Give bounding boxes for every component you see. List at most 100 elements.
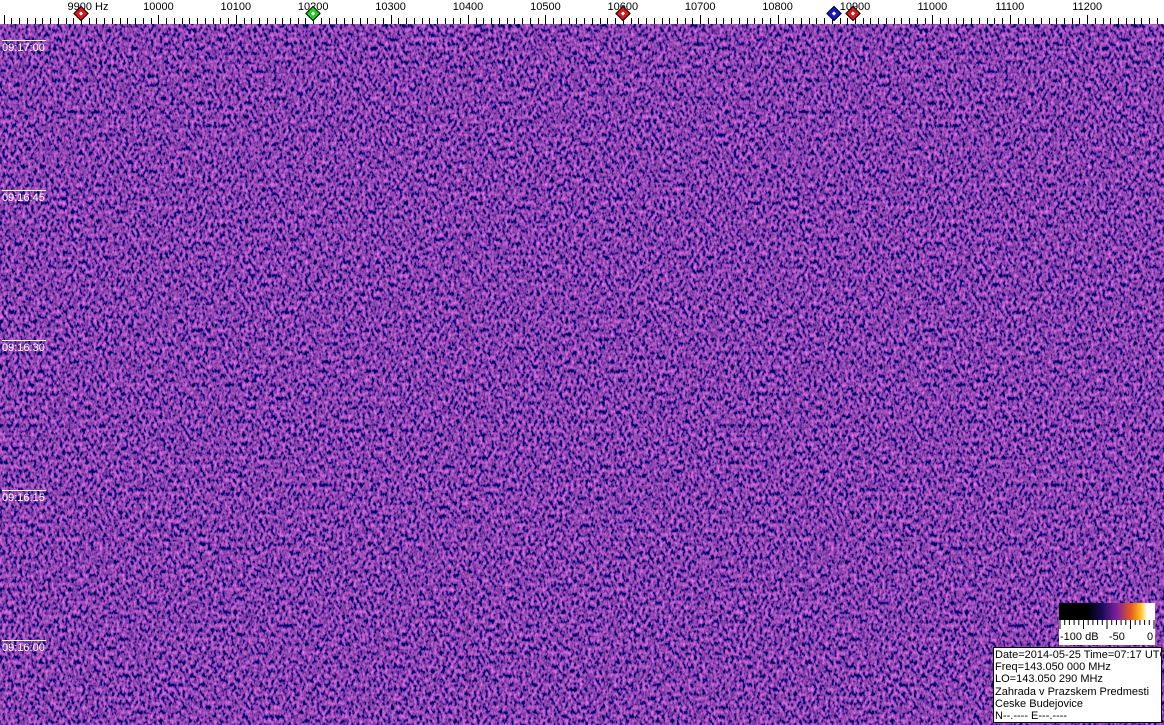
- frequency-tick: [940, 18, 941, 24]
- frequency-tick: [646, 18, 647, 24]
- frequency-tick: [298, 18, 299, 24]
- frequency-label: 11200: [1072, 1, 1103, 13]
- frequency-tick: [391, 15, 392, 24]
- frequency-tick: [127, 18, 128, 24]
- info-city: Ceske Budejovice: [995, 697, 1084, 710]
- frequency-tick: [723, 18, 724, 24]
- frequency-tick: [607, 18, 608, 24]
- frequency-tick: [901, 18, 902, 24]
- frequency-tick: [259, 18, 260, 24]
- frequency-tick: [809, 18, 810, 24]
- frequency-tick: [406, 18, 407, 24]
- frequency-tick: [236, 15, 237, 24]
- frequency-tick: [870, 18, 871, 24]
- frequency-tick: [507, 18, 508, 24]
- colorbar-label-max: 0: [1147, 631, 1154, 643]
- frequency-tick: [514, 18, 515, 24]
- frequency-tick: [360, 18, 361, 24]
- frequency-tick: [1010, 15, 1011, 24]
- color-scale-legend: -100 dB -50 0: [1059, 603, 1155, 645]
- frequency-tick: [894, 18, 895, 24]
- frequency-tick: [1018, 18, 1019, 24]
- frequency-tick: [847, 18, 848, 24]
- frequency-tick: [700, 15, 701, 24]
- frequency-tick: [112, 18, 113, 24]
- frequency-tick: [1049, 18, 1050, 24]
- colorbar-label-mid: -50: [1109, 631, 1125, 643]
- frequency-tick: [1118, 18, 1119, 24]
- frequency-tick: [576, 18, 577, 24]
- info-lo: LO=143.050 290 MHz: [995, 673, 1103, 686]
- frequency-tick: [615, 18, 616, 24]
- frequency-scale[interactable]: 9900 Hz100001010010200103001040010500106…: [0, 0, 1164, 24]
- frequency-tick: [213, 18, 214, 24]
- frequency-tick: [19, 18, 20, 24]
- frequency-tick: [917, 18, 918, 24]
- frequency-tick: [383, 18, 384, 24]
- frequency-tick: [816, 18, 817, 24]
- frequency-label: 10500: [530, 1, 561, 13]
- frequency-tick: [1072, 18, 1073, 24]
- frequency-tick: [1126, 18, 1127, 24]
- time-label: 09:16:45: [2, 190, 46, 204]
- frequency-tick: [483, 18, 484, 24]
- frequency-tick: [840, 18, 841, 24]
- frequency-tick: [42, 18, 43, 24]
- frequency-tick: [453, 18, 454, 24]
- frequency-tick: [1002, 18, 1003, 24]
- frequency-tick: [1033, 18, 1034, 24]
- frequency-tick: [631, 18, 632, 24]
- frequency-tick: [414, 18, 415, 24]
- frequency-tick: [476, 18, 477, 24]
- frequency-tick: [50, 18, 51, 24]
- info-box: Date=2014-05-25 Time=07:17 UTC Freq=143.…: [993, 647, 1164, 723]
- info-coordinates: N--.---- E---.----: [995, 710, 1068, 723]
- frequency-tick: [499, 18, 500, 24]
- frequency-tick: [824, 18, 825, 24]
- frequency-tick: [321, 18, 322, 24]
- frequency-tick: [855, 15, 856, 24]
- info-date-time: Date=2014-05-25 Time=07:17 UTC: [995, 649, 1164, 661]
- frequency-tick: [228, 18, 229, 24]
- frequency-tick: [1025, 18, 1026, 24]
- frequency-tick: [398, 18, 399, 24]
- frequency-tick: [553, 18, 554, 24]
- frequency-tick: [979, 18, 980, 24]
- waterfall-display[interactable]: 09:17:00 09:16:45 09:16:30 09:16:15 09:1…: [0, 24, 1164, 725]
- frequency-tick: [832, 18, 833, 24]
- frequency-tick: [1064, 18, 1065, 24]
- frequency-label: 10400: [452, 1, 484, 13]
- frequency-tick: [662, 18, 663, 24]
- frequency-tick: [352, 18, 353, 24]
- color-gradient: [1059, 603, 1155, 620]
- frequency-tick: [669, 18, 670, 24]
- frequency-tick: [638, 18, 639, 24]
- frequency-tick: [971, 18, 972, 24]
- time-label: 09:16:30: [2, 340, 46, 354]
- waterfall-noise: [0, 24, 1164, 725]
- frequency-tick: [4, 15, 5, 24]
- frequency-tick: [35, 18, 36, 24]
- frequency-label: 10800: [762, 1, 793, 13]
- frequency-tick: [592, 18, 593, 24]
- frequency-tick: [445, 18, 446, 24]
- frequency-tick: [1056, 18, 1057, 24]
- frequency-tick: [909, 18, 910, 24]
- frequency-tick: [692, 18, 693, 24]
- frequency-tick: [863, 18, 864, 24]
- frequency-tick: [545, 15, 546, 24]
- frequency-tick: [685, 18, 686, 24]
- frequency-tick: [89, 18, 90, 24]
- frequency-tick: [1087, 15, 1088, 24]
- frequency-tick: [220, 18, 221, 24]
- frequency-tick: [1041, 18, 1042, 24]
- frequency-tick: [770, 18, 771, 24]
- frequency-tick: [244, 18, 245, 24]
- frequency-tick: [11, 18, 12, 24]
- frequency-tick: [151, 18, 152, 24]
- frequency-tick: [27, 18, 28, 24]
- frequency-tick: [932, 15, 933, 24]
- frequency-tick: [104, 18, 105, 24]
- info-location: Zahrada v Prazskem Predmesti: [995, 685, 1150, 698]
- frequency-tick: [1079, 18, 1080, 24]
